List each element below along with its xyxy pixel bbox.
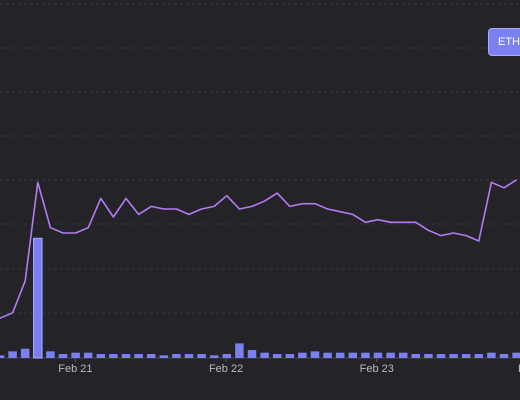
- volume-bar: [348, 352, 358, 358]
- volume-bar: [109, 354, 118, 358]
- volume-bar: [134, 354, 143, 358]
- volume-bar: [499, 354, 509, 358]
- volume-bar: [411, 354, 421, 358]
- volume-bar: [260, 352, 269, 358]
- volume-bar: [209, 355, 219, 358]
- volume-bar: [487, 352, 496, 358]
- volume-bar: [58, 354, 68, 358]
- volume-bar: [197, 354, 206, 358]
- volume-bar: [512, 352, 520, 358]
- volume-bar: [436, 354, 446, 358]
- volume-bar: [373, 352, 383, 358]
- x-axis-ticks: Feb 21 Feb 22 Feb 23 Feb: [58, 358, 520, 375]
- volume-bar: [323, 352, 332, 358]
- x-tick-label: Feb 23: [360, 363, 394, 375]
- volume-bar: [222, 354, 232, 358]
- volume-bar: [46, 351, 55, 358]
- volume-bar: [449, 354, 458, 358]
- volume-bar: [146, 354, 156, 358]
- volume-bar: [83, 352, 93, 358]
- volume-bar: [33, 237, 43, 359]
- volume-bar: [159, 355, 169, 358]
- eth-badge[interactable]: ETH: [488, 28, 520, 56]
- volume-bar: [8, 351, 17, 358]
- volume-bar: [285, 354, 295, 358]
- x-tick-label: Feb: [518, 363, 520, 375]
- volume-bar: [20, 348, 30, 358]
- gridlines: [0, 3, 520, 359]
- volume-bar: [235, 343, 244, 358]
- price-line: [0, 179, 518, 319]
- price-line-path: [0, 179, 518, 319]
- volume-bar: [71, 352, 80, 358]
- volume-bar: [461, 354, 471, 358]
- volume-bar: [272, 354, 282, 358]
- volume-bar: [172, 354, 181, 358]
- volume-bar: [361, 352, 370, 358]
- volume-bar: [121, 354, 131, 358]
- x-tick-label: Feb 21: [58, 363, 92, 375]
- volume-bar: [96, 354, 106, 358]
- volume-bar: [184, 354, 194, 358]
- volume-bar: [398, 352, 408, 358]
- volume-bars: [0, 237, 520, 359]
- x-tick-label: Feb 22: [209, 363, 243, 375]
- volume-bar: [247, 350, 257, 358]
- volume-bar: [310, 351, 320, 358]
- volume-bar: [424, 354, 433, 358]
- volume-bar: [335, 352, 345, 358]
- volume-bar: [298, 352, 307, 358]
- volume-bar: [386, 352, 395, 358]
- volume-bar: [474, 354, 484, 358]
- volume-bar: [0, 355, 5, 358]
